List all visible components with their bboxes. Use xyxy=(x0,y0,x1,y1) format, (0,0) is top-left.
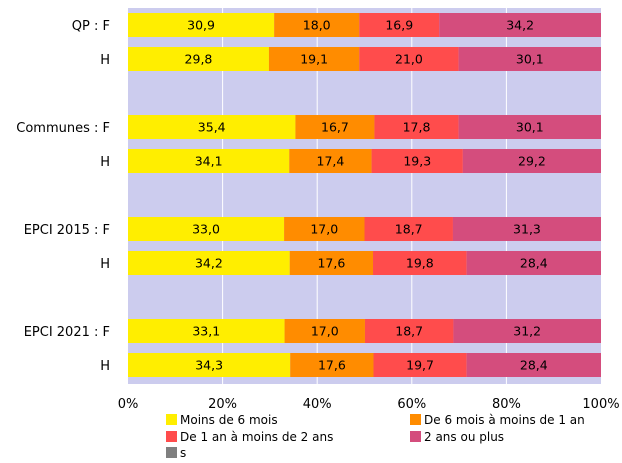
data-label: 28,4 xyxy=(520,358,548,373)
bar-segment xyxy=(289,251,374,275)
bar-segment xyxy=(373,353,467,377)
data-label: 31,2 xyxy=(513,324,541,339)
category-label: H xyxy=(100,359,110,374)
bar-segment xyxy=(289,149,372,173)
data-label: 17,0 xyxy=(310,222,338,237)
legend-label: De 6 mois à moins de 1 an xyxy=(424,413,585,427)
tick-label: 80% xyxy=(492,397,521,412)
bar-segment xyxy=(128,115,296,139)
bar-segment xyxy=(439,13,601,37)
bar-segment xyxy=(453,319,601,343)
bar-segment xyxy=(128,13,275,37)
bar-segment xyxy=(462,149,601,173)
bar-segment xyxy=(128,217,285,241)
bar-segment xyxy=(274,13,360,37)
data-label: 16,9 xyxy=(385,18,413,33)
bar-segment xyxy=(128,251,290,275)
category-label: QP : F xyxy=(72,19,110,34)
category-label: H xyxy=(100,257,110,272)
data-label: 17,6 xyxy=(317,256,345,271)
category-label: Communes : F xyxy=(16,121,110,136)
legend-swatch xyxy=(410,431,421,442)
legend-swatch xyxy=(166,414,177,425)
legend-label: s xyxy=(180,446,186,460)
bar-segment xyxy=(359,13,440,37)
bar-segment xyxy=(128,319,285,343)
bar-segment xyxy=(284,319,365,343)
data-label: 33,0 xyxy=(192,222,220,237)
legend-swatch xyxy=(410,414,421,425)
category-label: H xyxy=(100,155,110,170)
data-label: 19,1 xyxy=(300,52,328,67)
legend-swatch xyxy=(166,431,177,442)
tick-label: 20% xyxy=(208,397,237,412)
bar-segment xyxy=(359,47,459,71)
category-axis: QP : F H Communes : F H EPCI 2015 : F H EPCI 2… xyxy=(16,19,110,374)
data-label: 34,1 xyxy=(195,154,223,169)
category-label: H xyxy=(100,53,110,68)
bar-segment xyxy=(371,149,463,173)
data-label: 30,9 xyxy=(187,18,215,33)
bar-segment xyxy=(284,217,365,241)
data-label: 34,3 xyxy=(195,358,223,373)
tick-label: 60% xyxy=(397,397,426,412)
data-label: 29,2 xyxy=(518,154,546,169)
legend-label: De 1 an à moins de 2 ans xyxy=(180,430,333,444)
data-label: 18,7 xyxy=(395,324,423,339)
category-label: EPCI 2015 : F xyxy=(24,223,110,238)
data-label: 18,7 xyxy=(395,222,423,237)
data-label: 33,1 xyxy=(192,324,220,339)
tick-label: 40% xyxy=(303,397,332,412)
data-label: 30,1 xyxy=(516,120,544,135)
data-label: 19,7 xyxy=(406,358,434,373)
data-label: 19,8 xyxy=(406,256,434,271)
value-axis: 0% 20% 40% 60% 80% 100% xyxy=(118,397,620,412)
bar-segment xyxy=(466,353,601,377)
bar-segment xyxy=(364,319,454,343)
data-label: 29,8 xyxy=(185,52,213,67)
bars: 30,9 18,0 16,9 34,2 29,8 19,1 21,0 30,1 35,4 16,7… xyxy=(128,13,601,377)
bar-segment xyxy=(295,115,375,139)
data-label: 17,4 xyxy=(317,154,345,169)
bar-segment xyxy=(128,353,291,377)
data-label: 19,3 xyxy=(403,154,431,169)
bar-segment xyxy=(128,149,290,173)
bar-segment xyxy=(374,115,459,139)
category-label: EPCI 2021 : F xyxy=(24,325,110,340)
legend-swatch xyxy=(166,447,177,458)
bar-segment xyxy=(364,217,453,241)
data-label: 28,4 xyxy=(520,256,548,271)
bar-segment xyxy=(458,47,601,71)
tick-label: 100% xyxy=(582,397,619,412)
bar-segment xyxy=(373,251,467,275)
data-label: 17,8 xyxy=(403,120,431,135)
bar-segment xyxy=(466,251,601,275)
data-label: 31,3 xyxy=(513,222,541,237)
data-label: 21,0 xyxy=(395,52,423,67)
data-label: 34,2 xyxy=(506,18,534,33)
data-label: 35,4 xyxy=(198,120,226,135)
data-label: 16,7 xyxy=(321,120,349,135)
legend-label: 2 ans ou plus xyxy=(424,430,504,444)
data-label: 30,1 xyxy=(516,52,544,67)
bar-segment xyxy=(128,47,269,71)
bar-segment xyxy=(268,47,360,71)
data-label: 17,0 xyxy=(311,324,339,339)
bar-segment xyxy=(290,353,374,377)
legend: Moins de 6 mois De 6 mois à moins de 1 an… xyxy=(166,413,585,460)
tick-label: 0% xyxy=(118,397,139,412)
bar-segment xyxy=(458,115,601,139)
bar-segment xyxy=(452,217,601,241)
data-label: 18,0 xyxy=(303,18,331,33)
data-label: 34,2 xyxy=(195,256,223,271)
data-label: 17,6 xyxy=(318,358,346,373)
legend-label: Moins de 6 mois xyxy=(180,413,278,427)
